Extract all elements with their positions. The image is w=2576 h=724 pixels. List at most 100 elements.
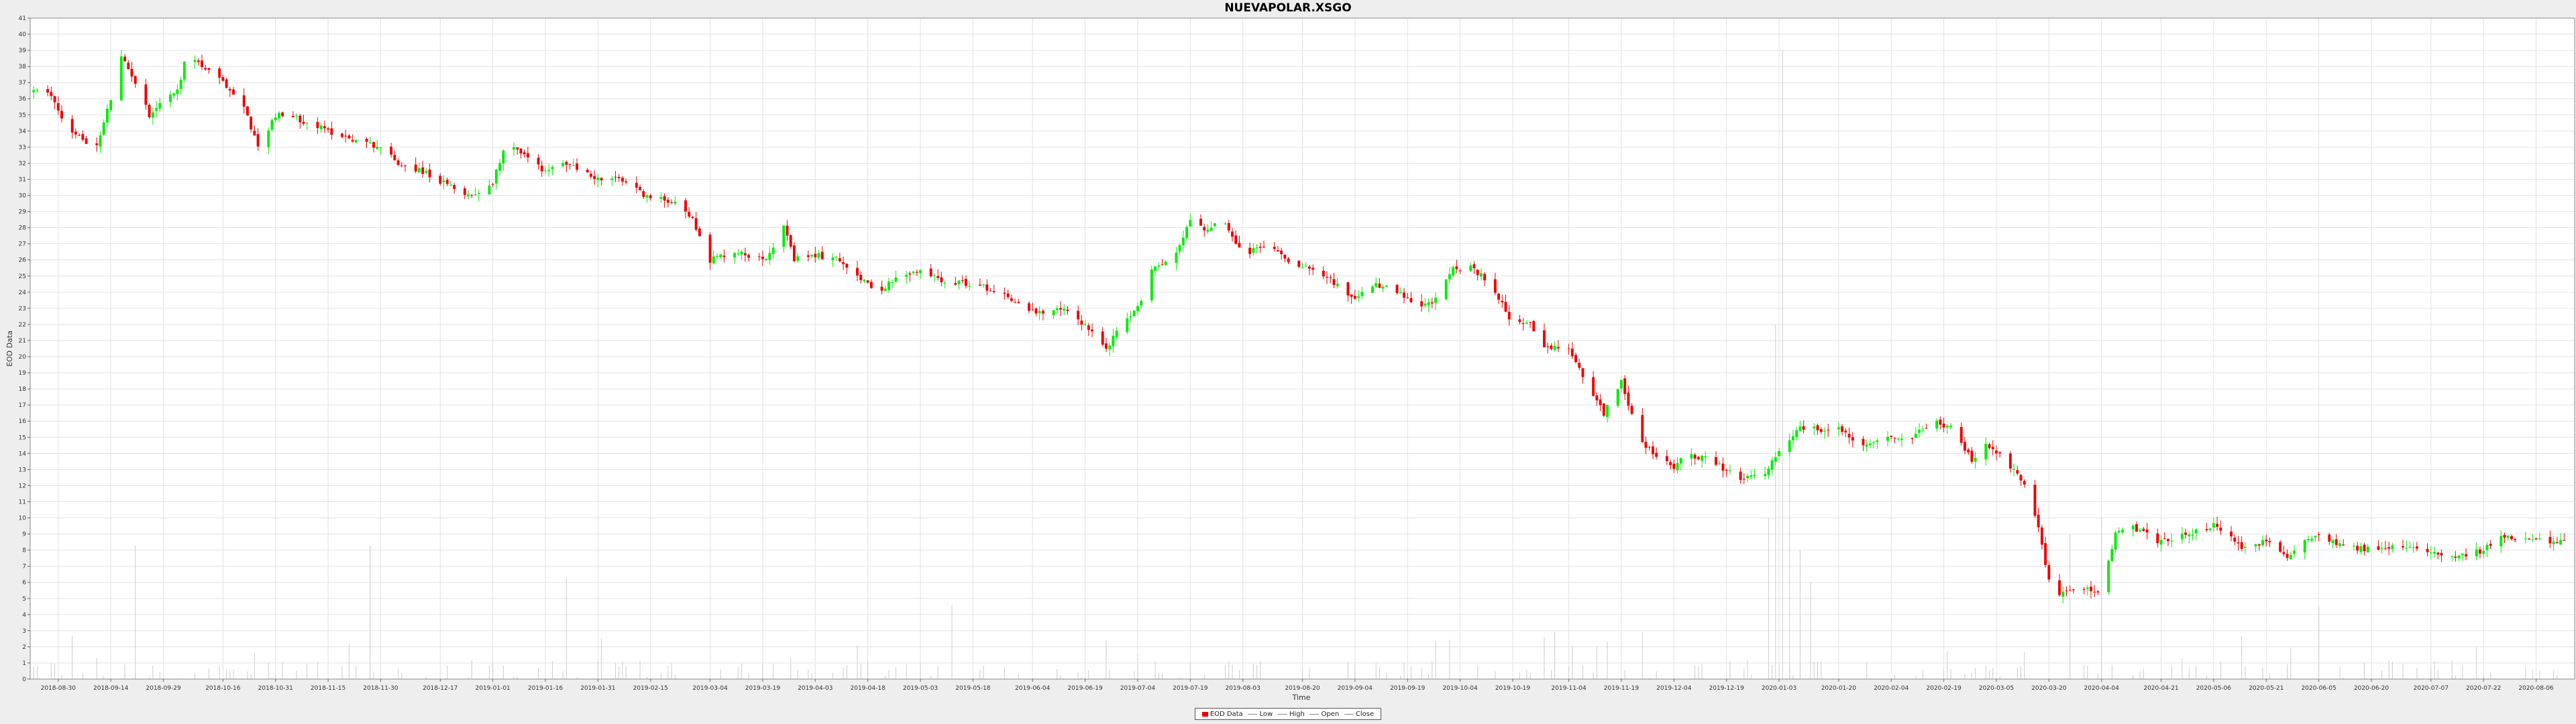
candle-body: [2142, 528, 2145, 531]
candle-body: [814, 253, 817, 257]
candle-body: [1795, 430, 1799, 437]
candle-body: [1847, 434, 1851, 438]
candle-down: [1161, 259, 1164, 266]
candle-body: [2219, 527, 2222, 531]
candle-body: [912, 272, 915, 274]
candle-body: [2019, 475, 2023, 481]
candle-body: [2135, 524, 2138, 532]
candle-body: [123, 56, 127, 62]
candle-body: [1774, 457, 1777, 462]
candle-up: [771, 242, 775, 259]
candle-body: [2415, 546, 2418, 549]
candle-body: [1059, 308, 1062, 310]
candle-down: [2219, 520, 2222, 535]
candle-body: [1823, 430, 1826, 432]
candle-body: [1641, 415, 1644, 442]
candle-body: [2233, 538, 2237, 542]
candle-body: [761, 257, 764, 259]
candle-body: [1570, 348, 1574, 357]
candle-body: [1252, 248, 1255, 253]
candle-body: [600, 178, 603, 180]
candle-down: [2503, 532, 2506, 544]
candle-body: [719, 254, 722, 257]
candle-down: [954, 276, 957, 286]
candle-down: [649, 193, 652, 201]
candle-down: [992, 284, 996, 294]
candle-down: [1725, 469, 1728, 477]
candle-up: [547, 163, 551, 177]
legend: EOD Data Low High Open Close: [1195, 708, 1381, 720]
candle-up: [712, 250, 715, 265]
candle-body: [1595, 395, 1599, 401]
candle-up: [957, 280, 961, 290]
candle-down: [1497, 292, 1501, 304]
candle-body: [817, 253, 820, 258]
y-tick-label: 27: [19, 241, 26, 248]
candle-body: [691, 217, 694, 218]
candle-body: [1581, 368, 1585, 377]
candle-down: [246, 105, 249, 116]
candle-body: [2387, 547, 2391, 549]
candle-body: [688, 212, 691, 217]
candle-down: [400, 162, 403, 168]
candle-body: [891, 282, 894, 283]
candle-body: [1322, 270, 1325, 277]
candle-down: [1862, 436, 1865, 451]
candle-up: [1795, 426, 1799, 441]
candle-down: [691, 216, 694, 219]
y-tick-label: 26: [19, 257, 27, 264]
candle-down: [204, 64, 207, 71]
candle-down: [53, 95, 56, 109]
candle-down: [2047, 561, 2051, 583]
candle-up: [782, 225, 786, 253]
candle-body: [2402, 546, 2404, 548]
candle-down: [586, 168, 589, 173]
candle-body: [376, 147, 379, 149]
candle-down: [1077, 305, 1080, 326]
candle-down: [1627, 385, 1630, 411]
candle-body: [1746, 475, 1749, 479]
legend-line-close: [1344, 713, 1354, 715]
candle-body: [2279, 542, 2282, 552]
candle-body: [1283, 255, 1287, 259]
candle-body: [1083, 324, 1087, 325]
candle-up: [1336, 278, 1339, 289]
candle-body: [1718, 463, 1721, 465]
candle-body: [1129, 316, 1132, 317]
y-tick-label: 7: [22, 564, 26, 570]
legend-label-high: High: [1289, 710, 1305, 718]
candle-body: [1630, 406, 1633, 414]
candle-up: [2159, 535, 2163, 552]
candle-body: [2433, 552, 2436, 554]
candle-body: [985, 284, 989, 291]
candle-down: [698, 226, 701, 237]
candle-body: [929, 268, 932, 277]
candle-down: [2037, 507, 2040, 532]
candle-down: [1518, 314, 1521, 324]
candle-down: [1911, 437, 1914, 444]
candle-body: [2023, 481, 2026, 485]
candle-body: [1307, 266, 1311, 269]
candle-up: [2506, 535, 2510, 541]
candle-body: [1574, 355, 1577, 362]
candle-up: [1553, 341, 1556, 352]
candle-body: [905, 275, 908, 277]
candle-body: [1063, 308, 1066, 311]
y-tick-label: 2: [22, 644, 26, 651]
candle-up: [1974, 452, 1977, 469]
candle-down: [1532, 320, 1536, 332]
candle-body: [70, 119, 74, 133]
candle-up: [863, 279, 866, 284]
candle-body: [1360, 292, 1364, 296]
candle-body: [365, 138, 368, 142]
candle-up: [2559, 533, 2563, 545]
candle-body: [221, 77, 225, 81]
candle-up: [1129, 310, 1132, 322]
candle-body: [2391, 545, 2394, 550]
candle-up: [1206, 224, 1210, 235]
candle-body: [425, 171, 428, 173]
candle-body: [737, 253, 740, 255]
x-tick-label: 2020-05-06: [2196, 685, 2232, 692]
candle-up: [151, 107, 154, 125]
candle-body: [1091, 329, 1093, 332]
